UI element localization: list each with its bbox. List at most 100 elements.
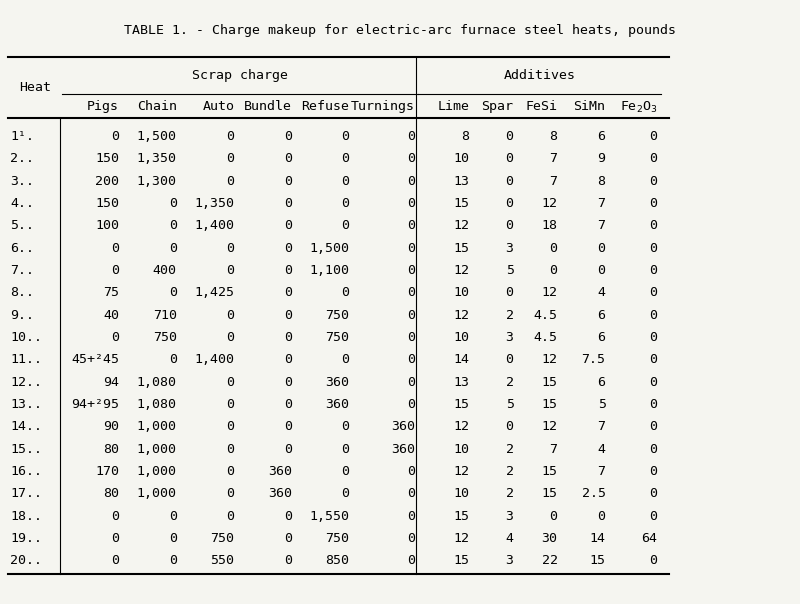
Text: 1,500: 1,500: [137, 130, 177, 143]
Text: 10: 10: [454, 152, 470, 165]
Text: 0: 0: [226, 487, 234, 501]
Text: 0: 0: [284, 152, 292, 165]
Text: 80: 80: [103, 443, 119, 456]
Text: 1,080: 1,080: [137, 376, 177, 389]
Text: 0: 0: [226, 398, 234, 411]
Text: 15: 15: [454, 242, 470, 255]
Text: 550: 550: [210, 554, 234, 568]
Text: 0: 0: [650, 420, 658, 434]
Text: 0: 0: [169, 286, 177, 300]
Text: 0: 0: [407, 353, 415, 367]
Text: 0: 0: [407, 264, 415, 277]
Text: 9: 9: [598, 152, 606, 165]
Text: 1,000: 1,000: [137, 487, 177, 501]
Text: 0: 0: [506, 197, 514, 210]
Text: 0: 0: [407, 554, 415, 568]
Text: 0: 0: [407, 242, 415, 255]
Text: 14: 14: [454, 353, 470, 367]
Text: 0: 0: [226, 264, 234, 277]
Text: 2: 2: [506, 376, 514, 389]
Text: 5: 5: [506, 264, 514, 277]
Text: 1,500: 1,500: [310, 242, 350, 255]
Text: 0: 0: [284, 197, 292, 210]
Text: 0: 0: [650, 152, 658, 165]
Text: 1,300: 1,300: [137, 175, 177, 188]
Text: 3..: 3..: [10, 175, 34, 188]
Text: 7: 7: [598, 465, 606, 478]
Text: 0: 0: [650, 242, 658, 255]
Text: 14..: 14..: [10, 420, 42, 434]
Text: 0: 0: [407, 152, 415, 165]
Text: 0: 0: [169, 554, 177, 568]
Text: 750: 750: [210, 532, 234, 545]
Text: 4: 4: [598, 286, 606, 300]
Text: 0: 0: [111, 510, 119, 523]
Text: 0: 0: [284, 175, 292, 188]
Text: 45+²45: 45+²45: [71, 353, 119, 367]
Text: Spar: Spar: [482, 100, 514, 113]
Text: Lime: Lime: [438, 100, 470, 113]
Text: 0: 0: [169, 219, 177, 233]
Text: 18..: 18..: [10, 510, 42, 523]
Text: 0: 0: [506, 286, 514, 300]
Text: 8..: 8..: [10, 286, 34, 300]
Text: 0: 0: [226, 242, 234, 255]
Text: Additives: Additives: [504, 69, 576, 82]
Text: 6: 6: [598, 331, 606, 344]
Text: 1,080: 1,080: [137, 398, 177, 411]
Text: 15: 15: [542, 465, 558, 478]
Text: 400: 400: [153, 264, 177, 277]
Text: 0: 0: [407, 175, 415, 188]
Text: 1,350: 1,350: [137, 152, 177, 165]
Text: 0: 0: [506, 152, 514, 165]
Text: 0: 0: [111, 554, 119, 568]
Text: 18: 18: [542, 219, 558, 233]
Text: 4: 4: [598, 443, 606, 456]
Text: 10: 10: [454, 443, 470, 456]
Text: 0: 0: [650, 443, 658, 456]
Text: 0: 0: [407, 487, 415, 501]
Text: 3: 3: [506, 554, 514, 568]
Text: 12: 12: [454, 532, 470, 545]
Text: 2: 2: [506, 465, 514, 478]
Text: 150: 150: [95, 152, 119, 165]
Text: 12: 12: [542, 286, 558, 300]
Text: 17..: 17..: [10, 487, 42, 501]
Text: 0: 0: [226, 376, 234, 389]
Text: 710: 710: [153, 309, 177, 322]
Text: 0: 0: [169, 197, 177, 210]
Text: 12: 12: [454, 264, 470, 277]
Text: 12: 12: [454, 465, 470, 478]
Text: 15..: 15..: [10, 443, 42, 456]
Text: 13..: 13..: [10, 398, 42, 411]
Text: 0: 0: [650, 197, 658, 210]
Text: 3: 3: [506, 242, 514, 255]
Text: 10: 10: [454, 487, 470, 501]
Text: 15: 15: [542, 376, 558, 389]
Text: 94: 94: [103, 376, 119, 389]
Text: 0: 0: [650, 376, 658, 389]
Text: 15: 15: [590, 554, 606, 568]
Text: 750: 750: [326, 331, 350, 344]
Text: 6: 6: [598, 130, 606, 143]
Text: 0: 0: [111, 264, 119, 277]
Text: 0: 0: [284, 309, 292, 322]
Text: 0: 0: [226, 175, 234, 188]
Text: 170: 170: [95, 465, 119, 478]
Text: 0: 0: [111, 130, 119, 143]
Text: 0: 0: [650, 264, 658, 277]
Text: 360: 360: [268, 487, 292, 501]
Text: 19..: 19..: [10, 532, 42, 545]
Text: 0: 0: [407, 398, 415, 411]
Text: SiMn: SiMn: [574, 100, 606, 113]
Text: 360: 360: [391, 420, 415, 434]
Text: 0: 0: [342, 443, 350, 456]
Text: 0: 0: [284, 554, 292, 568]
Text: 1,425: 1,425: [194, 286, 234, 300]
Text: 0: 0: [506, 353, 514, 367]
Text: 0: 0: [650, 554, 658, 568]
Text: 0: 0: [284, 219, 292, 233]
Text: 0: 0: [650, 130, 658, 143]
Text: 0: 0: [226, 309, 234, 322]
Text: 10..: 10..: [10, 331, 42, 344]
